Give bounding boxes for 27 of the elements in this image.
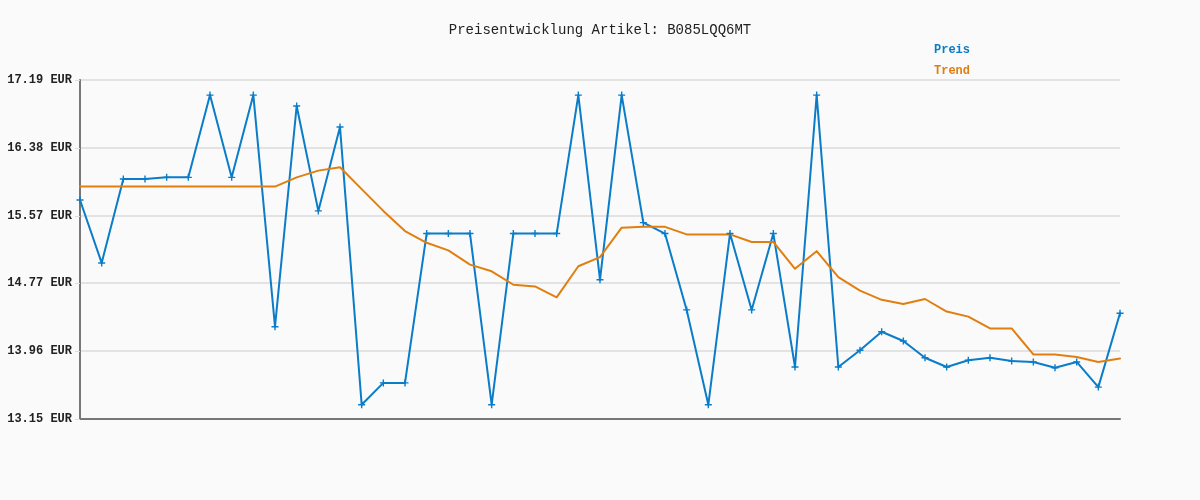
y-tick-label: 17.19 EUR (7, 73, 73, 87)
point (466, 230, 474, 238)
point (943, 363, 951, 371)
y-tick-label: 16.38 EUR (7, 140, 73, 155)
y-tick-label: 13.96 EUR (7, 344, 73, 359)
text: Trend (933, 64, 971, 78)
point (1051, 364, 1059, 372)
point (899, 337, 907, 345)
point (813, 91, 821, 99)
point (986, 354, 994, 362)
point (1029, 358, 1037, 366)
point (834, 363, 842, 371)
y-tick-label: 15.57 EUR (7, 208, 73, 223)
point (661, 230, 669, 238)
chart-title: Preisentwicklung Artikel: B085LQQ6MT (448, 22, 752, 38)
point (1008, 357, 1016, 365)
text: Preis (933, 43, 971, 57)
point (921, 354, 929, 362)
point (1073, 358, 1081, 366)
point (76, 196, 84, 204)
y-tick-label: 13.15 EUR (7, 412, 73, 426)
point (1116, 309, 1124, 317)
point (683, 306, 691, 314)
y-tick-label: 14.77 EUR (7, 276, 73, 291)
point (1094, 383, 1102, 391)
point (531, 230, 539, 238)
point (856, 346, 864, 354)
